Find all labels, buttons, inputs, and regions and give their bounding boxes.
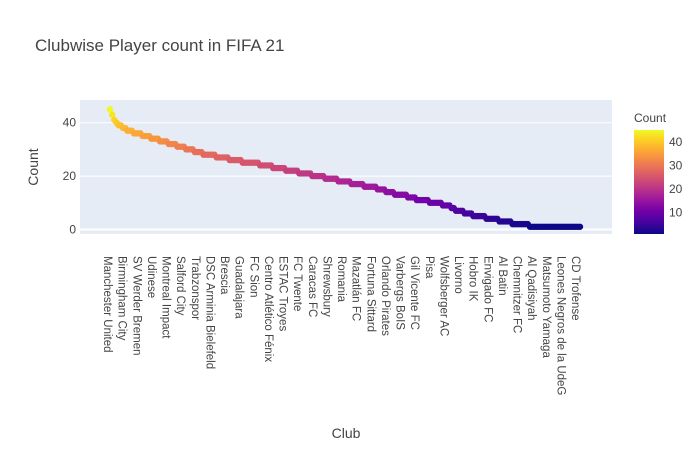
colorbar-tick-layer: 10 20 30 40 — [669, 135, 683, 220]
x-tick-label: Livorno — [452, 256, 464, 294]
point-layer — [106, 106, 584, 230]
colorbar-tick-label: 10 — [669, 206, 683, 220]
x-tick-label: Pisa — [423, 256, 435, 279]
x-tick-label: Leones Negros de la UdeG — [554, 256, 566, 395]
colorbar-tick-label: 20 — [669, 182, 683, 196]
data-point — [106, 106, 114, 113]
x-tick-label: Mazatlán FC — [350, 256, 362, 321]
x-tick-label: Manchester United — [101, 256, 113, 353]
x-tick-label: Birmingham City — [116, 256, 128, 341]
x-tick-label: Shrewsbury — [320, 256, 332, 317]
x-tick-layer: Manchester United Birmingham City SV Werde… — [101, 256, 581, 395]
y-tick-label: 0 — [69, 222, 76, 236]
x-tick-label: Montreal Impact — [160, 256, 172, 339]
x-tick-label: Caracas FC — [306, 256, 318, 317]
x-tick-label: Varbergs BoIS — [394, 256, 406, 330]
y-tick-label: 40 — [63, 116, 77, 130]
data-point — [108, 111, 116, 118]
x-tick-label: FC Twente — [291, 256, 303, 311]
x-tick-label: Al Batin — [496, 256, 508, 296]
x-tick-label: Chemnitzer FC — [511, 256, 523, 333]
x-tick-label: Centro Atlético Fénix — [262, 256, 274, 362]
plot-area — [80, 100, 612, 234]
x-tick-label: Salford City — [174, 256, 186, 316]
x-tick-label: Fortuna Sittard — [364, 256, 376, 332]
colorbar — [634, 130, 664, 234]
x-tick-label: Guadalajara — [233, 256, 245, 319]
x-tick-label: CD Trofense — [569, 256, 581, 321]
x-tick-label: Brescia — [218, 256, 230, 295]
y-tick-layer: 0 20 40 — [63, 116, 77, 237]
x-tick-label: Al Qadisiyah — [525, 256, 537, 321]
grid-layer — [80, 122, 612, 231]
x-tick-label: Matsumoto Yamaga — [540, 256, 552, 358]
x-tick-label: Wolfsberger AC — [437, 256, 449, 336]
x-tick-label: Hobro IK — [467, 256, 479, 302]
x-tick-label: Orlando Pirates — [379, 256, 391, 336]
y-axis-label: Count — [25, 148, 41, 185]
x-tick-label: ESTAC Troyes — [277, 256, 289, 331]
x-tick-label: Romania — [335, 256, 347, 303]
colorbar-title: Count — [634, 111, 667, 125]
x-tick-label: SV Werder Bremen — [130, 256, 142, 356]
colorbar-tick-label: 40 — [669, 135, 683, 149]
x-tick-label: DSC Arminia Bielefeld — [203, 256, 215, 369]
x-axis-label: Club — [332, 425, 361, 441]
colorbar-tick-label: 30 — [669, 158, 683, 172]
x-tick-label: Udinese — [145, 256, 157, 298]
chart-title: Clubwise Player count in FIFA 21 — [35, 36, 284, 55]
x-tick-label: FC Sion — [247, 256, 259, 298]
x-tick-label: Trabzonspor — [189, 256, 201, 320]
data-point — [576, 223, 584, 230]
x-tick-label: Gil Vicente FC — [408, 256, 420, 330]
y-tick-label: 20 — [63, 169, 77, 183]
x-tick-label: Envigado FC — [481, 256, 493, 322]
